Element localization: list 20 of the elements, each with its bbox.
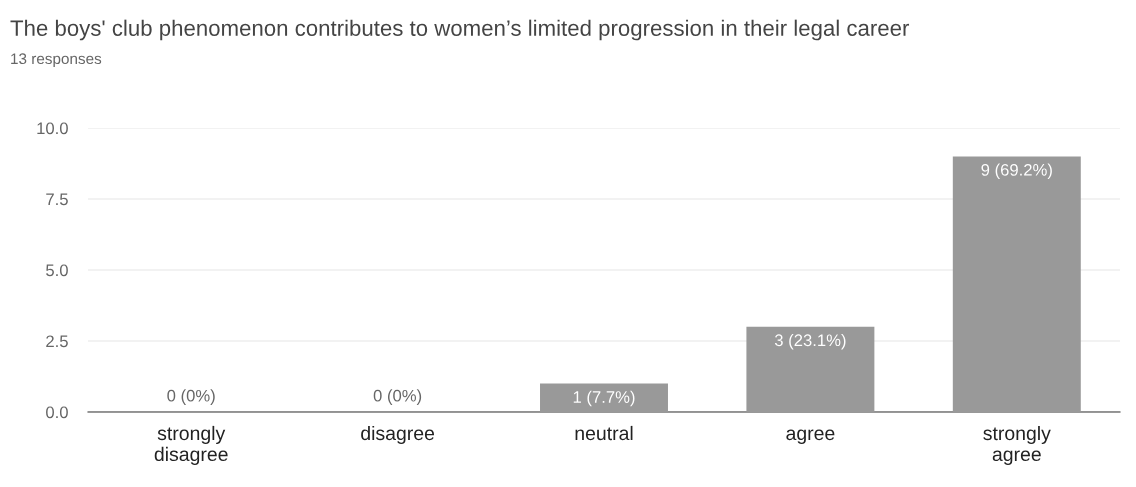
bar — [952, 156, 1081, 412]
x-tick-label: strongly disagree — [154, 425, 228, 465]
x-tick-label: neutral — [575, 425, 633, 441]
x-tick-label: agree — [786, 429, 835, 445]
y-tick-label: 2.5 — [46, 335, 68, 348]
chart-title: The boys' club phenomenon contributes to women’s limited progression in their legal career — [10, 19, 910, 41]
bar — [540, 383, 668, 412]
data-label: 0 (0%) — [167, 389, 215, 405]
bar — [746, 326, 875, 412]
x-tick-label: strongly agree — [983, 425, 1051, 465]
y-tick-label: 0.0 — [46, 406, 68, 419]
data-label: 3 (23.1%) — [774, 333, 846, 350]
data-label: 0 (0%) — [373, 389, 422, 405]
data-label: 1 (7.7%) — [573, 390, 635, 407]
y-tick-label: 7.5 — [46, 193, 68, 206]
chart-subtitle: 13 responses — [11, 53, 102, 68]
y-tick-label: 10.0 — [37, 122, 68, 135]
data-label: 9 (69.2%) — [981, 163, 1052, 180]
x-tick-label: disagree — [361, 425, 435, 445]
y-tick-label: 5.0 — [46, 264, 68, 277]
